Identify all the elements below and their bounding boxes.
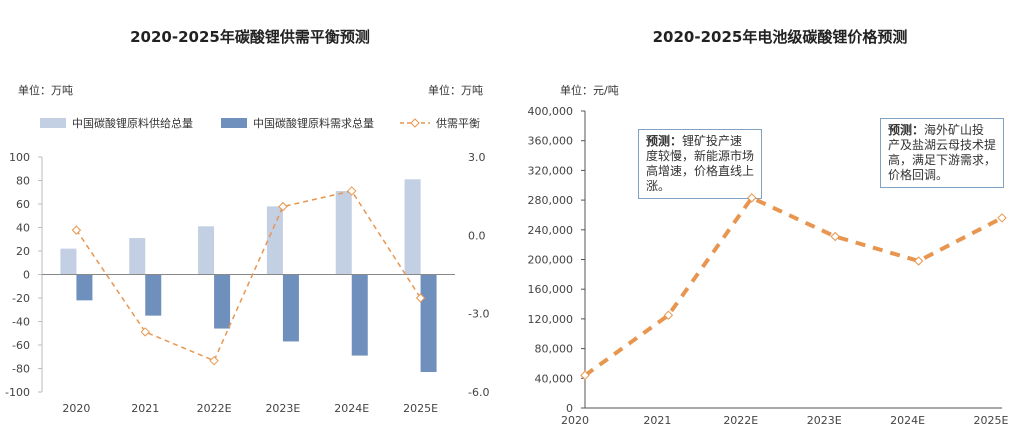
supply-bar (60, 248, 77, 275)
price-unit-label: 单位：元/吨 (560, 84, 619, 97)
x-tick-label: 2025E (974, 414, 1009, 427)
y-tick-label: 160,000 (528, 283, 574, 296)
supply-bar (266, 206, 283, 275)
price-point (747, 193, 757, 203)
price-point (663, 310, 674, 320)
y-tick-label: 20 (16, 245, 30, 258)
balance-line (75, 190, 422, 362)
legend-balance: 供需平衡 (400, 115, 480, 131)
balance-point (209, 355, 219, 366)
y-tick-label: 240,000 (528, 224, 574, 237)
annotation-box-1: 预测：锂矿投产速度较慢，新能源市场高增速，价格直线上涨。 (638, 129, 762, 199)
y-tick-label: -100 (5, 386, 30, 399)
balance-point (71, 225, 82, 235)
balance-point (140, 327, 150, 337)
annotation-box-2: 预测：海外矿山投产及盐湖云母技术提高，满足下游需求，价格回调。 (880, 118, 1004, 188)
y-tick-label: 320,000 (528, 164, 574, 177)
x-tick-label: 2020 (561, 414, 589, 427)
x-tick-label: 2023E (265, 402, 300, 415)
price-point (997, 213, 1007, 223)
y-tick-label: 0 (23, 269, 30, 282)
y2-tick-label: -6.0 (468, 386, 489, 399)
y-tick-label: 400,000 (528, 105, 574, 118)
y-tick-label: 40 (16, 222, 30, 235)
balance-point (415, 293, 426, 303)
y-tick-label: 80 (16, 175, 30, 188)
price-point (580, 370, 590, 381)
balance-point (347, 186, 357, 196)
x-tick-label: 2022E (723, 414, 758, 427)
left-chart-title: 2020-2025年碳酸锂供需平衡预测 (130, 28, 370, 46)
y2-tick-label: 3.0 (468, 151, 486, 164)
demand-bar (214, 274, 231, 329)
y-tick-label: 280,000 (528, 194, 574, 207)
demand-bar (420, 274, 437, 373)
y2-tick-label: -3.0 (468, 308, 489, 321)
y-tick-label: -60 (12, 339, 30, 352)
y-tick-label: 200,000 (528, 254, 574, 267)
supply-bar (335, 191, 352, 275)
balance-point (278, 201, 288, 212)
y-tick-label: 120,000 (528, 313, 574, 326)
x-tick-label: 2022E (197, 402, 232, 415)
left-legend: 中国碳酸锂原料供给总量 中国碳酸锂原料需求总量 供需平衡 (40, 115, 480, 131)
supply-bar (404, 179, 421, 275)
right-axis-unit-label: 单位：万吨 (428, 84, 483, 97)
price-point (913, 256, 924, 266)
y-tick-label: -20 (12, 292, 30, 305)
demand-bar (282, 274, 299, 342)
y-tick-label: 40,000 (535, 372, 574, 385)
legend-demand: 中国碳酸锂原料需求总量 (221, 115, 374, 131)
x-tick-label: 2021 (131, 402, 159, 415)
y-tick-label: 60 (16, 198, 30, 211)
x-tick-label: 2021 (643, 414, 671, 427)
demand-bar (351, 274, 368, 356)
legend-supply: 中国碳酸锂原料供给总量 (40, 115, 193, 131)
demand-bar (76, 274, 93, 301)
price-point (830, 231, 840, 242)
y-tick-label: 0 (566, 402, 573, 415)
y-tick-label: 100 (9, 151, 30, 164)
y-tick-label: -80 (12, 363, 30, 376)
y-tick-label: -40 (12, 316, 30, 329)
x-tick-label: 2023E (807, 414, 842, 427)
x-tick-label: 2025E (403, 402, 438, 415)
left-unit-label: 单位：万吨 (18, 84, 73, 97)
right-chart-title: 2020-2025年电池级碳酸锂价格预测 (652, 28, 908, 46)
demand-bar (145, 274, 162, 316)
y-tick-label: 80,000 (535, 343, 574, 356)
y-tick-label: 360,000 (528, 135, 574, 148)
y2-tick-label: 0.0 (468, 229, 486, 242)
x-tick-label: 2024E (334, 402, 369, 415)
price-line (583, 195, 1003, 377)
x-tick-label: 2024E (890, 414, 925, 427)
supply-bar (129, 238, 146, 275)
supply-bar (198, 226, 215, 275)
x-tick-label: 2020 (62, 402, 90, 415)
